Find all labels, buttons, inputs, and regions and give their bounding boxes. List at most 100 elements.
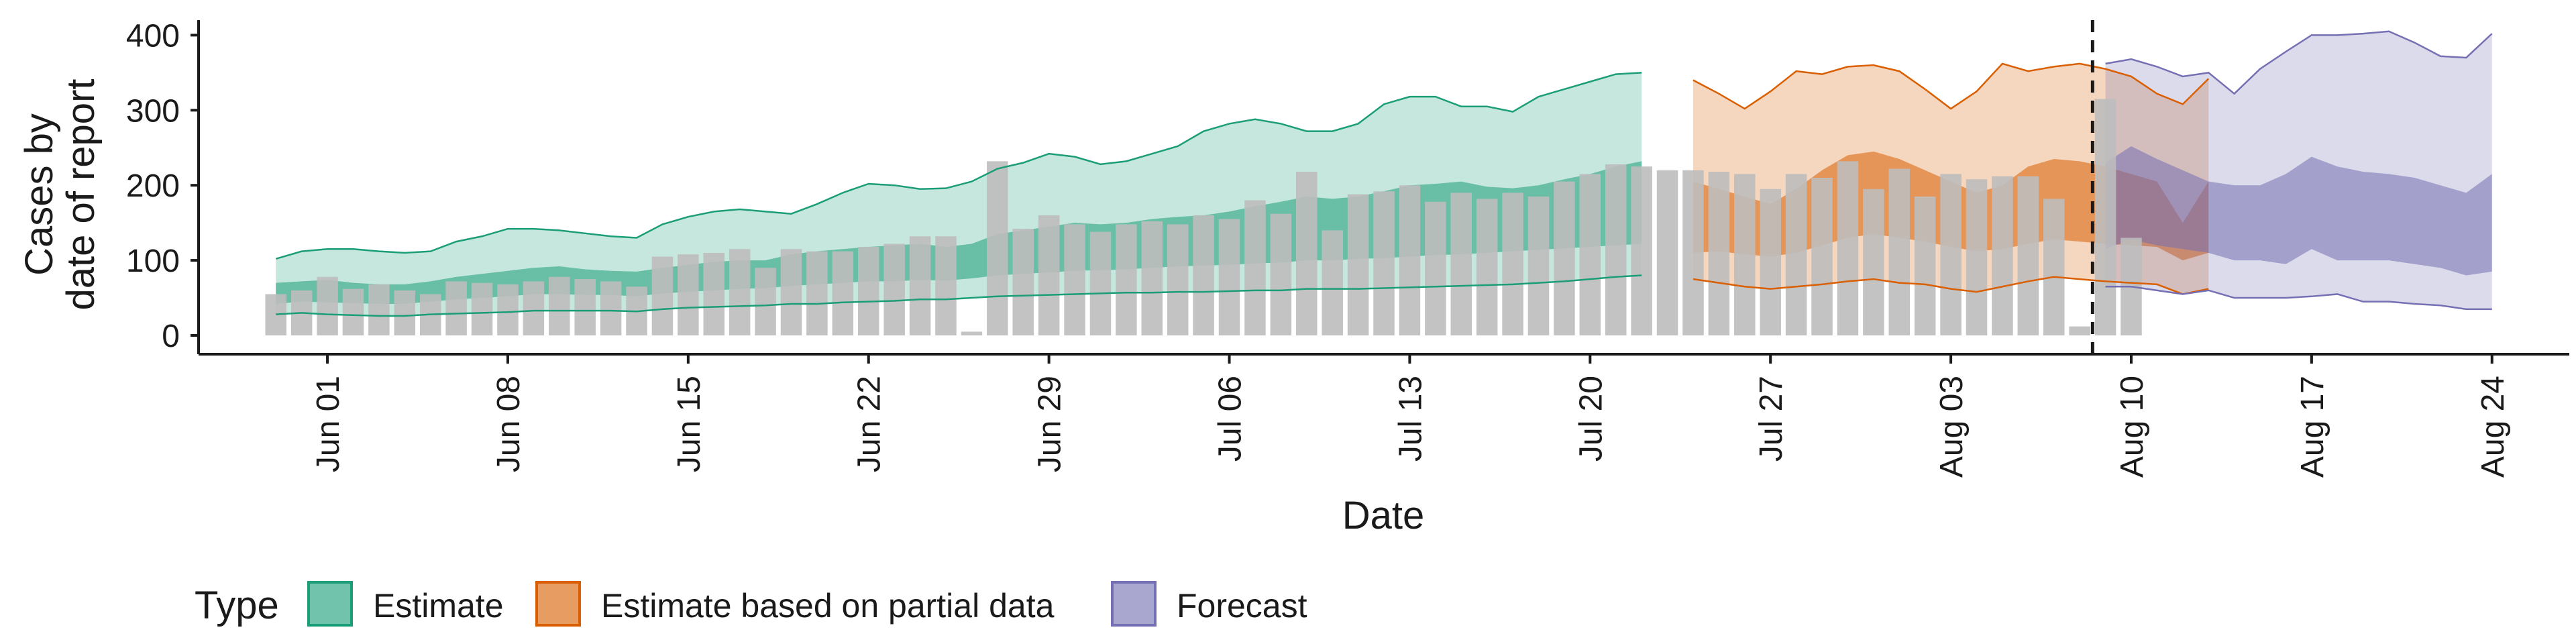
bar [2043, 199, 2065, 335]
bar [729, 249, 751, 335]
x-tick-label: Jun 29 [1032, 376, 1068, 472]
ribbon-50-series-2 [2105, 146, 2492, 276]
bar [1450, 193, 1472, 335]
bar [1373, 191, 1395, 335]
bar [497, 284, 519, 335]
x-tick-label: Jun 01 [311, 376, 346, 472]
bar [1116, 224, 1137, 335]
bar [445, 281, 467, 335]
bar [2017, 176, 2039, 335]
legend-label-partial: Estimate based on partial data [601, 587, 1055, 625]
lower-edge-series-0 [276, 274, 1642, 317]
bar [1605, 164, 1627, 335]
bar [1167, 224, 1189, 335]
y-ticks: 0 100 200 300 400 [126, 18, 199, 354]
x-tick-label: Aug 17 [2295, 376, 2330, 478]
bar [935, 236, 957, 335]
x-tick-label: Jun 22 [852, 376, 888, 472]
bar [1089, 231, 1112, 335]
bar [780, 249, 802, 335]
bar [1631, 166, 1652, 335]
bar [755, 268, 776, 335]
legend-item-partial: Estimate based on partial data [535, 581, 1055, 627]
bar [1888, 168, 1911, 335]
legend-item-forecast: Forecast [1111, 581, 1307, 627]
x-ticks: Jun 01 Jun 08 Jun 15 Jun 22 Jun 29 Jul 06 Jul … [311, 354, 2511, 478]
x-tick-label: Jul 13 [1393, 376, 1428, 462]
bar [883, 244, 905, 335]
bar [1708, 172, 1730, 335]
bar [342, 288, 364, 335]
bar [651, 256, 674, 335]
bar [1064, 224, 1085, 335]
bar [2094, 99, 2116, 335]
lower-edge-series-1 [1693, 276, 2209, 295]
bar [857, 246, 879, 335]
x-tick-label: Jun 15 [672, 376, 707, 472]
bar [1656, 170, 1678, 335]
bar [987, 161, 1008, 335]
bar [1811, 178, 1833, 335]
bar [394, 290, 416, 335]
bar [600, 281, 622, 335]
bar [678, 254, 699, 335]
bar [1296, 172, 1318, 335]
x-tick-label: Jul 27 [1754, 376, 1789, 462]
legend-title: Type [195, 584, 279, 627]
bar [1141, 221, 1163, 335]
y-axis-label-line-2: date of report [59, 79, 103, 311]
legend-key-forecast [1111, 581, 1157, 627]
y-tick-label: 0 [162, 319, 180, 354]
bar [2069, 326, 2090, 335]
bar [1012, 229, 1034, 335]
bar [1502, 193, 1523, 335]
bar [1527, 196, 1550, 335]
bar [806, 251, 828, 335]
bar [1940, 174, 1962, 335]
legend-key-partial [535, 581, 581, 627]
bar [909, 236, 931, 335]
legend-item-estimate: Estimate [307, 581, 504, 627]
bar [549, 276, 570, 335]
x-tick-label: Jul 06 [1213, 376, 1248, 462]
y-tick-label: 400 [126, 18, 180, 54]
x-tick-label: Aug 10 [2114, 376, 2150, 478]
legend-label-estimate: Estimate [373, 587, 504, 625]
bar [1399, 185, 1421, 335]
bar [1914, 196, 1936, 335]
bar [368, 284, 390, 335]
upper-edge-series-2 [2105, 30, 2493, 95]
bar [1244, 200, 1266, 335]
bar [1863, 189, 1884, 335]
bar [1425, 201, 1446, 335]
bar [1966, 179, 1988, 335]
bar [1785, 174, 1807, 335]
bar [574, 279, 596, 335]
upper-edge-series-1 [1693, 62, 2210, 110]
ribbon-edges-layer [275, 30, 2493, 317]
bar [1837, 161, 1859, 335]
bar [1760, 189, 1781, 335]
bars-layer [265, 99, 2142, 335]
bar [1734, 174, 1756, 335]
bar [1218, 219, 1240, 335]
bar [317, 276, 338, 335]
bar [471, 282, 493, 335]
legend: Type Estimate Estimate based on partial … [195, 581, 1307, 627]
y-axis-label-line-1: Cases by [17, 113, 61, 276]
bar [1322, 230, 1343, 335]
bar [703, 252, 725, 335]
y-tick-label: 200 [126, 168, 180, 204]
bar [1579, 174, 1601, 335]
legend-label-forecast: Forecast [1177, 587, 1307, 625]
bar [1038, 215, 1060, 335]
upper-edge-series-0 [275, 72, 1642, 260]
bar [1554, 181, 1575, 335]
x-axis-label: Date [1342, 494, 1425, 537]
bar [1347, 194, 1369, 335]
bar [1682, 170, 1704, 335]
bar [832, 251, 854, 335]
bar [1193, 215, 1214, 335]
axes [197, 20, 2569, 356]
